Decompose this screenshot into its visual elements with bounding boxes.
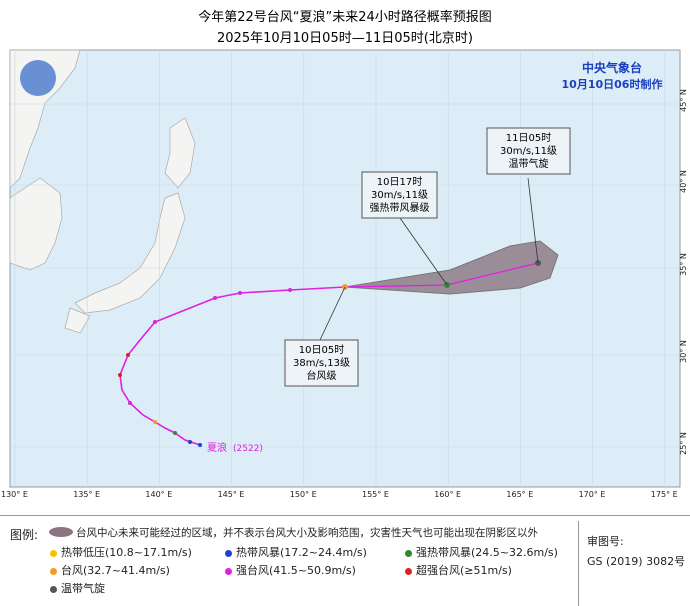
track-points [118, 260, 541, 447]
legend-label: 强热带风暴(24.5~32.6m/s) [416, 546, 558, 559]
graticule [10, 50, 680, 487]
lon-label: 165° E [506, 490, 534, 499]
review-label: 审图号: [587, 535, 624, 548]
leader-lines [319, 177, 539, 341]
lon-label: 175° E [650, 490, 678, 499]
legend-item: 强热带风暴(24.5~32.6m/s) [405, 544, 558, 560]
legend-item: 台风(32.7~41.4m/s) [50, 562, 170, 578]
callout-box [284, 339, 359, 387]
legend-label: 温带气旋 [61, 582, 105, 595]
review-number: GS (2019) 3082号 [587, 555, 686, 568]
title: 今年第22号台风“夏浪”未来24小时路径概率预报图 [198, 10, 492, 25]
cone-note: 台风中心未来可能经过的区域，并不表示台风大小及影响范围，灾害性天气也可能出现在阴… [76, 527, 538, 539]
lon-label: 150° E [289, 490, 317, 499]
legend-dot [50, 549, 57, 557]
legend: 图例: 台风中心未来可能经过的区域，并不表示台风大小及影响范围，灾害性天气也可能… [0, 515, 690, 606]
lon-label: 170° E [578, 490, 606, 499]
storm-name: 夏浪 [207, 441, 227, 454]
agency: 中央气象台 [582, 60, 642, 75]
lat-label: 40° N [678, 170, 688, 193]
subtitle: 2025年10月10日05时—11日05时(北京时) [217, 31, 473, 46]
legend-dot [50, 585, 57, 593]
cone-swatch [49, 527, 73, 537]
callout-time: 10日05时 [299, 344, 344, 356]
lon-label: 140° E [145, 490, 173, 499]
callout-time: 11日05时 [506, 132, 551, 144]
lon-label: 135° E [73, 490, 101, 499]
legend-item: 强台风(41.5~50.9m/s) [225, 562, 356, 578]
land [9, 49, 196, 334]
legend-label: 台风(32.7~41.4m/s) [61, 564, 170, 577]
legend-label: 超强台风(≥51m/s) [416, 564, 512, 577]
legend-item: 温带气旋 [50, 580, 105, 596]
issued: 10月10日06时制作 [562, 77, 663, 91]
lon-label: 130° E [1, 490, 28, 499]
storm-code: (2522) [233, 444, 263, 454]
review-box: 审图号: GS (2019) 3082号 [578, 521, 690, 606]
legend-item: 热带风暴(17.2~24.4m/s) [225, 544, 367, 560]
callout-box [486, 127, 571, 175]
lon-label: 145° E [217, 490, 245, 499]
callout-time: 10日17时 [377, 176, 422, 188]
legend-label: 热带低压(10.8~17.1m/s) [61, 546, 192, 559]
lat-label: 30° N [678, 340, 688, 363]
legend-label: 强台风(41.5~50.9m/s) [236, 564, 356, 577]
callout-level: 温带气旋 [509, 157, 549, 170]
legend-title: 图例: [10, 528, 39, 542]
lon-label: 160° E [434, 490, 462, 499]
lon-label: 155° E [362, 490, 389, 499]
logo [20, 60, 56, 96]
legend-dot [405, 549, 412, 557]
map: 11日05时30m/s,11级温带气旋10日17时30m/s,11级强热带风暴级… [9, 49, 681, 488]
callout-wind: 38m/s,13级 [293, 357, 350, 369]
legend-label: 热带风暴(17.2~24.4m/s) [236, 546, 367, 559]
ocean [9, 49, 681, 488]
legend-item: 超强台风(≥51m/s) [405, 562, 512, 578]
callout-level: 强热带风暴级 [370, 201, 430, 214]
callout-level: 台风级 [307, 369, 337, 382]
callout-wind: 30m/s,11级 [371, 189, 428, 201]
legend-dot [225, 549, 232, 557]
callout-box [361, 171, 438, 219]
callout-wind: 30m/s,11级 [500, 145, 557, 157]
lat-label: 25° N [678, 432, 688, 455]
lat-label: 45° N [678, 89, 688, 112]
probability-cone [344, 240, 559, 295]
legend-item: 热带低压(10.8~17.1m/s) [50, 544, 192, 560]
legend-dot [405, 567, 412, 575]
legend-dot [225, 567, 232, 575]
lat-label: 35° N [678, 253, 688, 276]
legend-dot [50, 567, 57, 575]
